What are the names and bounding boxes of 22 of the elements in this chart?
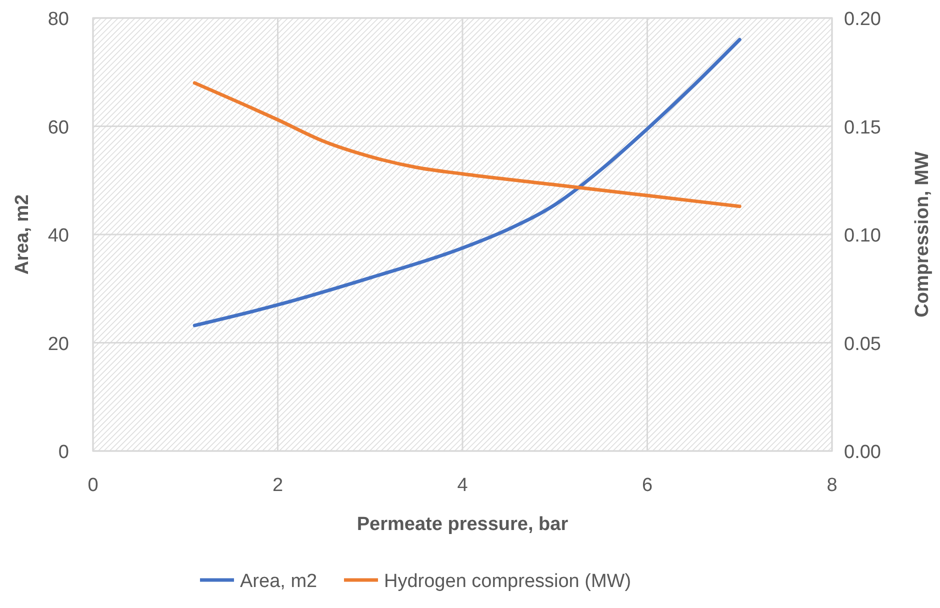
legend-label: Area, m2 xyxy=(240,571,318,592)
y-tick-label: 80 xyxy=(48,9,69,30)
y-tick-label: 0 xyxy=(58,442,69,463)
x-tick-label: 8 xyxy=(826,475,838,496)
legend-label: Hydrogen compression (MW) xyxy=(384,571,632,592)
y2-tick-label: 0.05 xyxy=(844,334,881,355)
y2-tick-label: 0.10 xyxy=(844,226,881,246)
line-series xyxy=(192,81,742,208)
y2-tick-label: 0.15 xyxy=(844,117,881,138)
y2-tick-label: 0.00 xyxy=(844,442,881,463)
y2-axis-title: Compression, MW xyxy=(912,152,933,318)
x-tick-label: 2 xyxy=(272,475,284,496)
y-tick-label: 20 xyxy=(48,334,69,355)
y-tick-label: 60 xyxy=(48,117,69,138)
y-tick-label: 40 xyxy=(48,226,69,246)
x-tick-label: 0 xyxy=(88,475,98,496)
x-tick-label: 6 xyxy=(642,475,653,496)
x-axis-title: Permeate pressure, bar xyxy=(356,514,569,535)
y-axis-title: Area, m2 xyxy=(12,194,33,275)
x-tick-label: 4 xyxy=(457,475,468,496)
line-series xyxy=(192,38,742,328)
y2-tick-label: 0.20 xyxy=(844,9,881,30)
